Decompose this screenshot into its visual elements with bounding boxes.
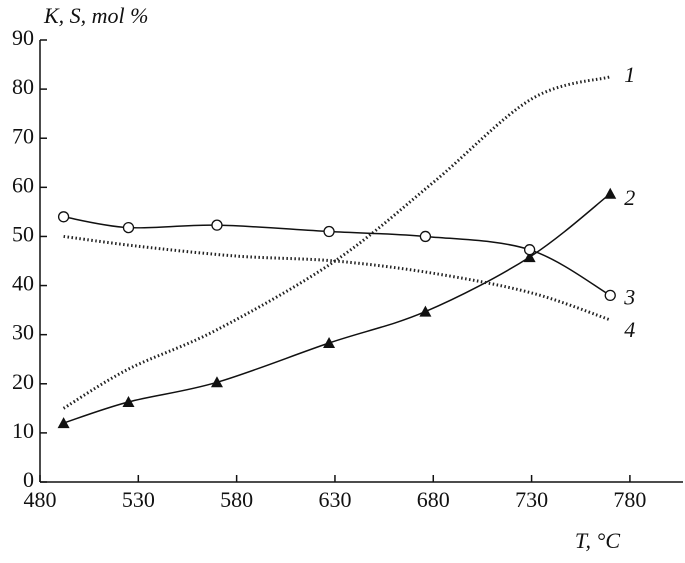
y-tick-label: 50: [12, 221, 34, 246]
x-tick-label: 580: [220, 487, 253, 512]
y-axis-label: K, S, mol %: [43, 3, 149, 28]
y-tick-label: 70: [12, 123, 34, 148]
x-tick-label: 780: [613, 487, 646, 512]
circle-marker: [122, 221, 135, 234]
circle-marker: [323, 225, 335, 238]
x-tick-label: 530: [122, 487, 155, 512]
circle-marker: [57, 211, 70, 223]
triangle-marker: [604, 187, 617, 199]
x-tick-label: 730: [515, 487, 548, 512]
series-label: 1: [624, 62, 635, 87]
triangle-marker: [57, 417, 70, 429]
series-label: 2: [624, 185, 635, 210]
y-tick-label: 60: [12, 172, 34, 197]
y-tick-label: 30: [12, 320, 34, 345]
circle-marker: [211, 219, 223, 231]
y-tick-label: 20: [12, 369, 34, 394]
y-tick-label: 10: [12, 418, 34, 443]
y-tick-label: 90: [12, 25, 34, 50]
circle-marker: [604, 289, 616, 302]
circle-marker: [419, 230, 432, 243]
triangle-marker: [419, 305, 432, 317]
series-line: [62, 75, 611, 410]
series-line: [63, 234, 611, 322]
y-tick-label: 0: [23, 467, 34, 492]
triangle-marker: [210, 376, 223, 388]
y-tick-label: 40: [12, 271, 34, 296]
circle-marker: [523, 244, 536, 256]
series-label: 3: [623, 284, 635, 309]
triangle-marker: [523, 251, 536, 263]
x-tick-label: 680: [417, 487, 450, 512]
x-tick-label: 630: [318, 487, 351, 512]
triangle-marker: [122, 395, 135, 407]
triangle-marker: [323, 337, 336, 349]
y-tick-label: 80: [12, 74, 34, 99]
x-axis-label: T, °C: [575, 528, 620, 553]
series-label: 4: [624, 317, 635, 342]
x-tick-label: 480: [24, 487, 57, 512]
